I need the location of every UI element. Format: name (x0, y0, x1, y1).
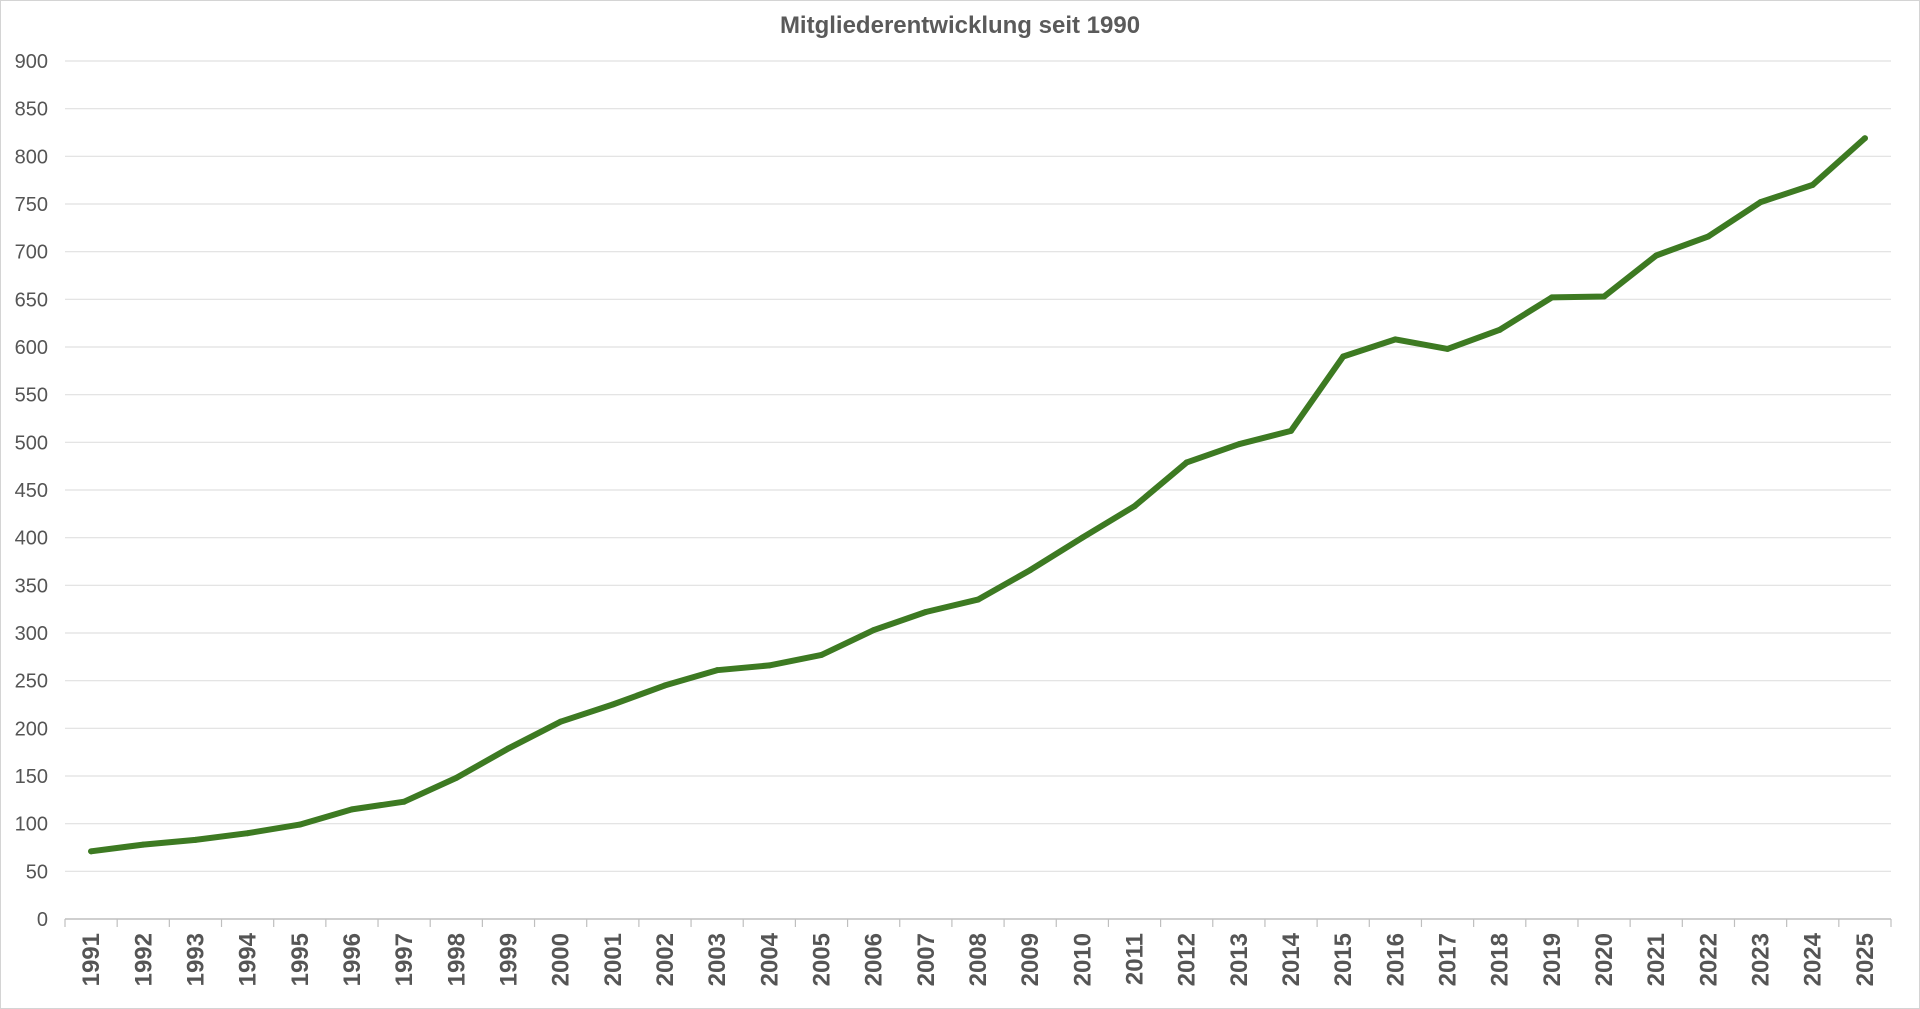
x-tick-label: 2005 (808, 933, 835, 986)
y-tick-label: 250 (15, 671, 48, 693)
y-axis-ticks: 0 50 100 150 200 250 300 350 400 450 500 550 600 650 7… (15, 51, 48, 931)
data-points (88, 135, 1868, 855)
x-tick-label: 2001 (600, 933, 627, 986)
data-point (505, 745, 512, 752)
x-tick-label: 2006 (861, 933, 888, 986)
y-tick-label: 600 (15, 337, 48, 359)
data-point (192, 836, 199, 843)
data-point (1861, 135, 1868, 142)
x-axis-ticks: 1991 1992 1993 1994 1995 1996 1997 1998 1999 2000… (64, 919, 1892, 986)
data-point (1705, 233, 1712, 240)
x-tick-label: 2018 (1487, 933, 1514, 986)
y-tick-label: 700 (15, 242, 48, 264)
data-point (557, 718, 564, 725)
data-point (975, 596, 981, 603)
y-tick-label: 400 (15, 528, 48, 550)
x-tick-label: 2015 (1330, 933, 1357, 986)
data-point (1601, 293, 1608, 300)
data-point (1183, 459, 1190, 466)
x-tick-label: 2025 (1852, 933, 1879, 986)
x-tick-label: 2022 (1695, 933, 1722, 986)
x-tick-label: 1995 (287, 933, 314, 986)
x-tick-label: 2002 (652, 933, 679, 986)
data-point (1288, 427, 1295, 434)
data-point (1653, 252, 1660, 259)
data-point (88, 848, 95, 855)
x-tick-label: 1997 (391, 933, 418, 986)
data-point (1444, 345, 1451, 352)
y-tick-label: 500 (15, 432, 48, 454)
x-tick-label: 2012 (1174, 933, 1201, 986)
x-tick-label: 1992 (130, 933, 157, 986)
x-tick-label: 2014 (1278, 932, 1305, 986)
x-tick-label: 2009 (1017, 933, 1044, 986)
data-point (1757, 199, 1764, 206)
x-tick-label: 2008 (965, 933, 992, 986)
x-tick-label: 2017 (1435, 933, 1462, 986)
data-point (766, 662, 773, 669)
x-tick-label: 1996 (339, 933, 366, 986)
data-point (1131, 503, 1138, 510)
chart-title: Mitgliederentwicklung seit 1990 (780, 12, 1140, 39)
x-tick-label: 2004 (756, 932, 783, 986)
data-point (609, 701, 616, 708)
data-point (714, 667, 721, 674)
y-tick-label: 100 (15, 814, 48, 836)
x-tick-label: 2003 (704, 933, 731, 986)
y-tick-label: 450 (15, 480, 48, 502)
data-point (870, 627, 877, 634)
data-point (244, 830, 251, 837)
data-point (1548, 294, 1555, 301)
data-point (296, 821, 303, 828)
data-point (1496, 326, 1503, 333)
y-tick-label: 800 (15, 146, 48, 168)
y-tick-label: 200 (15, 718, 48, 740)
y-tick-label: 850 (15, 99, 48, 121)
data-point (818, 651, 825, 658)
x-tick-label: 2000 (548, 933, 575, 986)
x-tick-label: 2010 (1069, 933, 1096, 986)
x-tick-label: 2020 (1591, 933, 1618, 986)
data-point (922, 609, 929, 616)
x-tick-label: 2013 (1226, 933, 1253, 986)
data-point (140, 841, 147, 848)
data-point (661, 682, 668, 689)
data-point (1235, 441, 1242, 448)
x-tick-label: 1999 (495, 933, 522, 986)
x-tick-label: 2007 (913, 933, 940, 986)
x-tick-label: 1994 (235, 932, 262, 986)
y-tick-label: 650 (15, 289, 48, 311)
x-tick-label: 2021 (1643, 933, 1670, 986)
y-tick-label: 550 (15, 385, 48, 407)
x-tick-label: 1991 (78, 933, 105, 986)
y-tick-label: 0 (37, 909, 48, 931)
x-tick-label: 2019 (1539, 933, 1566, 986)
data-point (401, 798, 408, 805)
grid-lines (65, 60, 1891, 872)
y-tick-label: 750 (15, 194, 48, 216)
x-tick-label: 2023 (1748, 933, 1775, 986)
data-point (1809, 181, 1816, 188)
x-tick-label: 2011 (1122, 933, 1149, 985)
x-tick-label: 1998 (443, 933, 470, 986)
y-tick-label: 50 (26, 861, 48, 883)
data-point (1340, 353, 1347, 360)
data-point (348, 806, 355, 813)
y-tick-label: 150 (15, 766, 48, 788)
x-tick-label: 2016 (1382, 933, 1409, 986)
series-line (88, 135, 1868, 855)
data-point (1079, 534, 1086, 541)
data-point (1392, 336, 1399, 343)
y-tick-label: 300 (15, 623, 48, 645)
data-point (453, 774, 460, 781)
data-point (1027, 567, 1034, 574)
x-tick-label: 1993 (182, 933, 209, 986)
x-tick-label: 2024 (1800, 932, 1827, 986)
y-tick-label: 350 (15, 575, 48, 597)
y-tick-label: 900 (15, 51, 48, 73)
